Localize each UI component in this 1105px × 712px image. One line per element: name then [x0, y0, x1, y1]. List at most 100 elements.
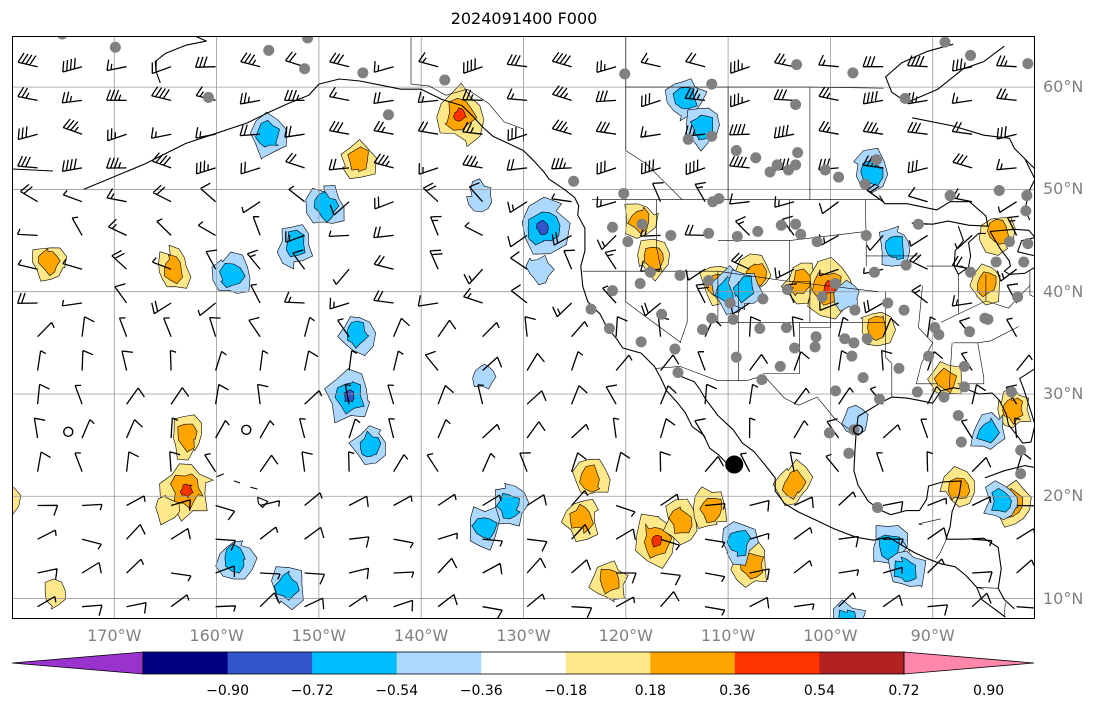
- station-marker: [816, 291, 828, 303]
- station-marker: [839, 333, 851, 345]
- colorbar-tick-label: 0.90: [972, 683, 1005, 699]
- colorbar: [12, 651, 1035, 675]
- station-marker-layer: [57, 36, 1034, 514]
- positive-anomaly-area: [453, 107, 467, 122]
- station-marker: [781, 284, 793, 296]
- colorbar-tick-label: −0.18: [544, 683, 588, 699]
- longitude-label: 140°W: [394, 626, 449, 645]
- negative-anomaly-area: [313, 191, 340, 223]
- political-border: [625, 271, 682, 344]
- station-marker: [1021, 190, 1033, 202]
- station-marker: [635, 336, 647, 348]
- political-border: [1029, 271, 1035, 298]
- coastline: [678, 375, 1006, 618]
- coastline: [984, 465, 1035, 479]
- political-border: [1004, 602, 1006, 618]
- political-border: [655, 366, 860, 437]
- station-marker: [780, 322, 792, 333]
- station-marker: [1005, 386, 1017, 398]
- station-marker: [754, 323, 766, 335]
- negative-anomaly-area: [472, 363, 497, 390]
- positive-anomaly-area: [781, 469, 807, 500]
- station-marker: [697, 324, 709, 336]
- colorbar-segment: [819, 652, 905, 674]
- negative-anomaly-area: [976, 417, 1000, 444]
- station-marker: [727, 313, 739, 325]
- station-marker: [898, 304, 910, 316]
- station-marker: [870, 154, 882, 166]
- latitude-label: 10°N: [1043, 588, 1084, 608]
- negative-anomaly-area: [495, 492, 521, 520]
- station-marker: [952, 409, 964, 421]
- station-marker: [830, 278, 842, 290]
- station-marker: [302, 36, 314, 44]
- station-marker: [809, 341, 821, 353]
- station-marker: [634, 278, 646, 290]
- station-marker: [1022, 238, 1034, 250]
- station-marker: [724, 297, 736, 309]
- coastline: [879, 195, 989, 227]
- colorbar-tick-label: −0.72: [290, 683, 334, 699]
- positive-anomaly-area: [933, 367, 957, 394]
- negative-anomaly-area: [255, 120, 280, 148]
- colorbar-outline: [142, 651, 905, 675]
- station-marker: [849, 304, 861, 316]
- colorbar-tick-label: 0.54: [803, 683, 836, 699]
- positive-anomaly-area: [579, 464, 601, 493]
- political-border: [957, 342, 985, 385]
- positive-anomaly-area: [164, 254, 183, 285]
- negative-anomaly-area: [346, 320, 370, 349]
- station-marker: [1015, 468, 1027, 480]
- colorbar-tick-label: −0.90: [206, 683, 249, 699]
- station-marker: [644, 266, 656, 278]
- station-marker: [965, 266, 977, 278]
- station-marker: [979, 312, 991, 324]
- station-marker: [703, 274, 715, 286]
- colorbar-segment: [650, 652, 736, 674]
- station-marker: [811, 236, 823, 248]
- map-title: 2024091400 F000: [450, 9, 598, 28]
- longitude-label: 130°W: [496, 626, 551, 645]
- longitude-label: 120°W: [598, 626, 653, 645]
- map-frame: [12, 36, 1035, 619]
- station-marker: [833, 171, 845, 183]
- station-marker: [790, 99, 802, 111]
- negative-anomaly-area: [219, 262, 246, 288]
- station-marker: [860, 229, 872, 241]
- political-border: [918, 518, 941, 526]
- calm-wind-circle: [241, 424, 252, 435]
- negative-anomaly-area: [224, 543, 246, 574]
- station-marker: [990, 256, 1002, 268]
- latitude-label: 60°N: [1043, 77, 1084, 97]
- station-marker: [730, 145, 742, 157]
- station-marker: [706, 78, 718, 90]
- negative-anomaly-area: [833, 279, 860, 312]
- station-marker: [958, 381, 970, 393]
- station-marker: [790, 218, 802, 230]
- station-marker: [874, 393, 886, 405]
- station-marker: [871, 502, 883, 514]
- positive-anomaly-area: [1002, 397, 1024, 425]
- positive-anomaly-area: [155, 495, 180, 526]
- station-marker: [955, 436, 967, 448]
- station-marker: [861, 333, 873, 345]
- wind-barb: [16, 51, 1035, 619]
- station-marker: [859, 178, 871, 190]
- colorbar-tick-label: 0.72: [888, 683, 920, 699]
- station-marker: [636, 218, 648, 230]
- station-marker: [439, 74, 451, 86]
- station-marker: [299, 63, 311, 75]
- station-marker: [847, 67, 859, 79]
- station-marker: [774, 360, 786, 372]
- colorbar-segment: [734, 652, 820, 674]
- shaded-field-layer: [12, 78, 1032, 619]
- station-marker: [933, 329, 945, 341]
- station-marker: [792, 147, 804, 159]
- station-marker: [619, 68, 631, 80]
- longitude-label: 100°W: [803, 626, 858, 645]
- station-marker: [830, 385, 842, 397]
- storm-center-marker: [725, 455, 744, 474]
- positive-anomaly-area: [977, 271, 997, 298]
- station-marker: [607, 221, 619, 233]
- coastline: [953, 226, 986, 275]
